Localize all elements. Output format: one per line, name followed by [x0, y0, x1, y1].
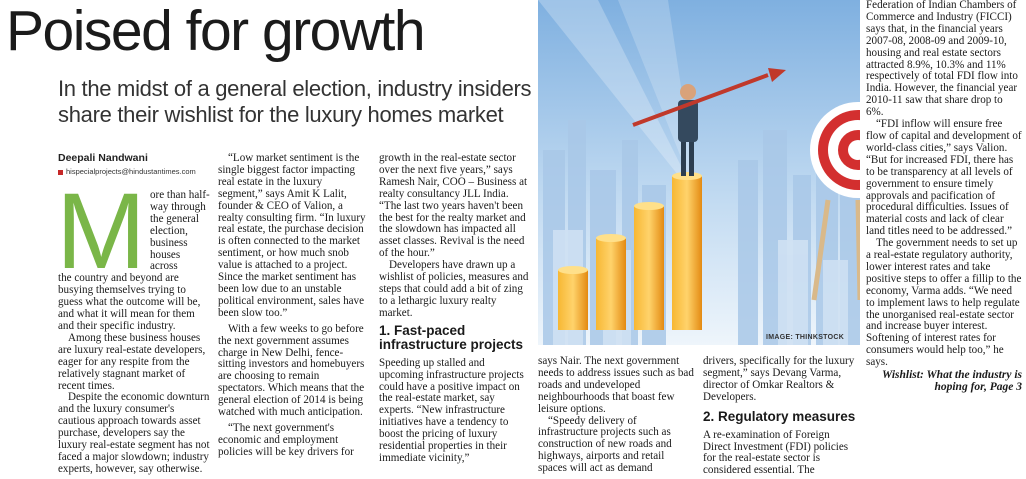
- paragraph: Federation of Indian Chambers of Commerc…: [866, 0, 1018, 119]
- subhead-regulatory: 2. Regulatory measures: [703, 408, 856, 424]
- continuation-reference[interactable]: Wishlist: What the industry is hoping fo…: [882, 369, 1022, 394]
- deck: In the midst of a general election, indu…: [58, 76, 532, 127]
- businessman-icon: [632, 68, 786, 176]
- growth-illustration-svg: [538, 0, 860, 345]
- paragraph: The government needs to set up a real-es…: [866, 237, 1022, 369]
- paragraph: the country and beyond are busying thems…: [58, 272, 201, 332]
- paragraph: “Low market sentiment is the single bigg…: [218, 153, 366, 319]
- paragraph: “The next government's economic and empl…: [218, 421, 354, 458]
- paragraph: Speeding up stalled and upcoming infrast…: [379, 356, 524, 464]
- article-column-3: growth in the real-estate sector over th…: [379, 153, 531, 479]
- article-column-1: M ore than half-way through the general …: [58, 190, 210, 479]
- image-credit: IMAGE: THINKSTOCK: [766, 334, 845, 341]
- article-column-2: “Low market sentiment is the single bigg…: [218, 153, 368, 479]
- paragraph: Developers have drawn up a wishlist of p…: [379, 259, 529, 319]
- paragraph: With a few weeks to go before the next g…: [218, 322, 365, 419]
- email-bullet-icon: [58, 169, 63, 175]
- paragraph: “FDI inflow will ensure free flow of cap…: [866, 118, 1022, 238]
- paragraph: “Speedy delivery of infrastructure proje…: [538, 414, 672, 475]
- paragraph: Among these business houses are luxury r…: [58, 331, 206, 392]
- illustration-growth: IMAGE: THINKSTOCK: [538, 0, 860, 345]
- paragraph: ore than half-way through the general el…: [149, 190, 210, 273]
- paragraph: growth in the real-estate sector over th…: [379, 153, 528, 260]
- article-column-6: Federation of Indian Chambers of Commerc…: [866, 0, 1022, 479]
- article-column-5: drivers, specifically for the luxury seg…: [703, 356, 859, 479]
- byline: Deepali Nandwani: [58, 152, 148, 164]
- author-email[interactable]: hispecialprojects@hindustantimes.com: [58, 167, 196, 176]
- drop-cap: M: [58, 190, 146, 291]
- article-column-4: says Nair. The next government needs to …: [538, 356, 694, 479]
- paragraph: Despite the economic downturn and the lu…: [58, 391, 210, 475]
- paragraph: says Nair. The next government needs to …: [538, 356, 694, 415]
- paragraph: A re-examination of Foreign Direct Inves…: [703, 428, 849, 477]
- target-icon: [810, 102, 860, 301]
- bar-chart-icon: [558, 172, 702, 330]
- headline: Poised for growth: [6, 0, 426, 63]
- author-email-text: hispecialprojects@hindustantimes.com: [66, 167, 196, 176]
- paragraph: drivers, specifically for the luxury seg…: [703, 356, 855, 403]
- subhead-infrastructure: 1. Fast-paced infrastructure projects: [379, 322, 524, 352]
